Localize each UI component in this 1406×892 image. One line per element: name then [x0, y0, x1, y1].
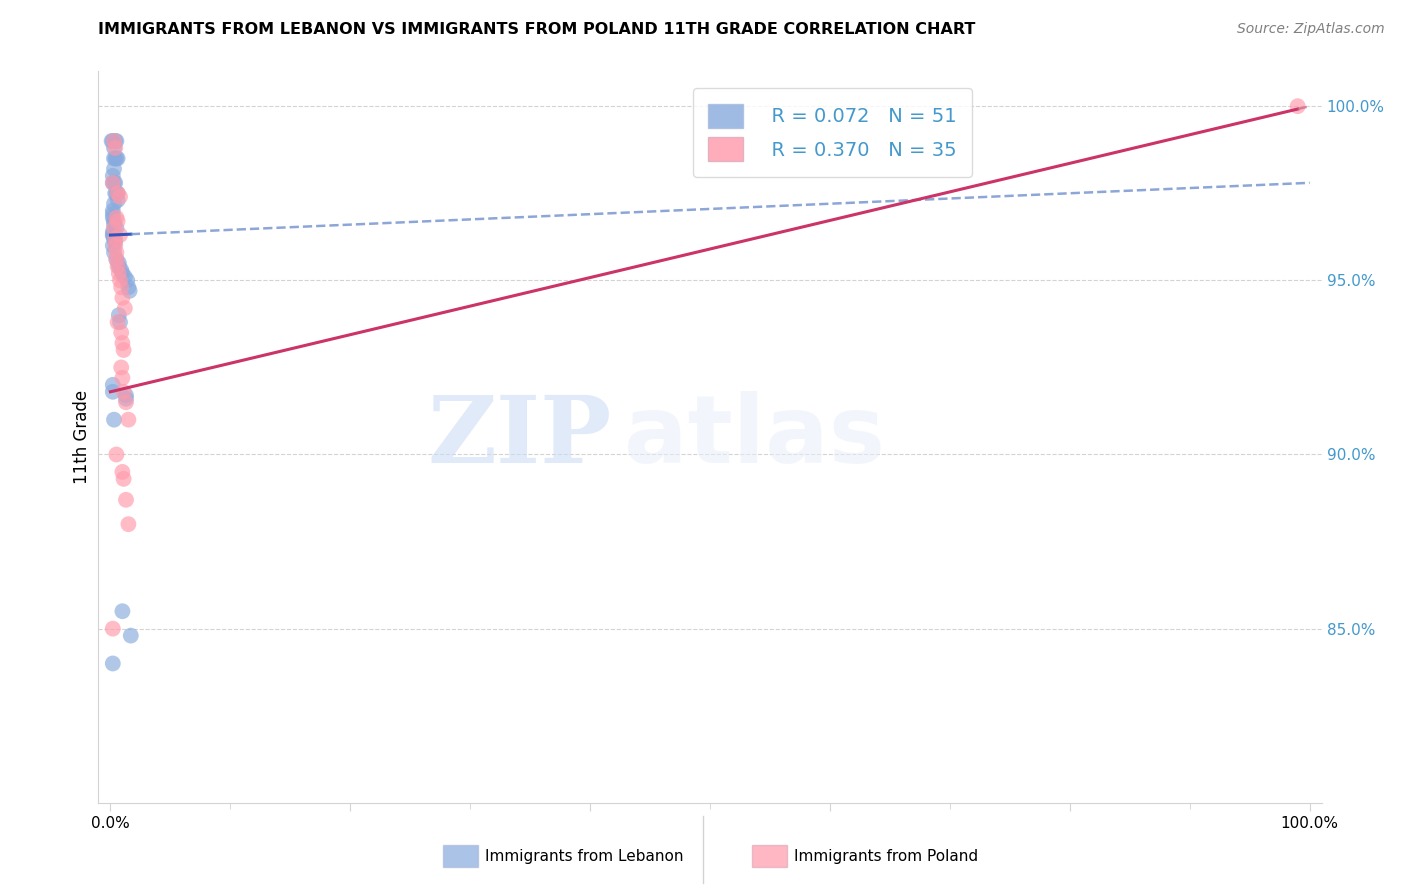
Point	[120, 629, 142, 643]
Point	[112, 343, 135, 357]
Point	[104, 152, 127, 166]
Text: IMMIGRANTS FROM LEBANON VS IMMIGRANTS FROM POLAND 11TH GRADE CORRELATION CHART: IMMIGRANTS FROM LEBANON VS IMMIGRANTS FR…	[98, 22, 976, 37]
Text: Source: ZipAtlas.com: Source: ZipAtlas.com	[1237, 22, 1385, 37]
Point	[103, 196, 125, 211]
Point	[100, 134, 122, 148]
Point	[101, 228, 124, 243]
Point	[103, 161, 125, 176]
Point	[105, 152, 128, 166]
Point	[105, 211, 128, 225]
Point	[103, 214, 125, 228]
Point	[104, 186, 127, 201]
Point	[112, 472, 135, 486]
Point	[101, 377, 124, 392]
Point	[105, 134, 128, 148]
Point	[115, 395, 138, 409]
Point	[115, 392, 138, 406]
Point	[110, 360, 132, 375]
Point	[111, 336, 134, 351]
Point	[101, 622, 124, 636]
Legend:   R = 0.072   N = 51,   R = 0.370   N = 35: R = 0.072 N = 51, R = 0.370 N = 35	[693, 88, 972, 177]
Point	[111, 604, 134, 618]
Point	[117, 517, 139, 532]
Point	[105, 186, 128, 201]
Point	[110, 263, 132, 277]
Point	[107, 152, 129, 166]
Point	[107, 315, 129, 329]
Point	[101, 176, 124, 190]
Point	[105, 252, 128, 267]
Point	[108, 308, 131, 322]
Text: ZIP: ZIP	[427, 392, 612, 482]
Point	[103, 176, 125, 190]
Point	[105, 245, 128, 260]
Point	[105, 221, 128, 235]
Point	[114, 301, 136, 316]
Point	[117, 280, 139, 294]
Point	[108, 273, 131, 287]
Point	[111, 465, 134, 479]
Point	[115, 388, 138, 402]
Point	[107, 193, 129, 207]
Point	[101, 238, 124, 252]
Point	[107, 186, 129, 201]
Point	[115, 492, 138, 507]
Point	[103, 134, 125, 148]
Point	[110, 326, 132, 340]
Text: Immigrants from Poland: Immigrants from Poland	[794, 849, 979, 863]
Point	[114, 269, 136, 284]
Point	[111, 291, 134, 305]
Point	[111, 266, 134, 280]
Text: atlas: atlas	[624, 391, 886, 483]
Point	[103, 152, 125, 166]
Point	[115, 273, 138, 287]
Point	[101, 169, 124, 183]
Point	[107, 186, 129, 201]
Point	[108, 260, 131, 274]
Point	[108, 228, 131, 243]
Point	[105, 448, 128, 462]
Point	[108, 256, 131, 270]
Point	[107, 260, 129, 274]
Point	[103, 221, 125, 235]
Point	[104, 176, 127, 190]
Point	[103, 412, 125, 426]
Point	[108, 315, 131, 329]
Point	[110, 280, 132, 294]
Point	[111, 371, 134, 385]
Point	[104, 238, 127, 252]
Point	[101, 134, 124, 148]
Point	[101, 225, 124, 239]
Y-axis label: 11th Grade: 11th Grade	[73, 390, 91, 484]
Point	[117, 412, 139, 426]
Point	[103, 141, 125, 155]
Point	[105, 252, 128, 267]
Point	[101, 657, 124, 671]
Point	[112, 384, 135, 399]
Point	[118, 284, 141, 298]
Point	[103, 245, 125, 260]
Point	[101, 176, 124, 190]
Point	[101, 228, 124, 243]
Point	[104, 134, 127, 148]
Point	[104, 231, 127, 245]
Point	[101, 384, 124, 399]
Point	[1286, 99, 1309, 113]
Point	[108, 266, 131, 280]
Point	[104, 235, 127, 249]
Point	[108, 190, 131, 204]
Point	[101, 211, 124, 225]
Point	[104, 141, 127, 155]
Point	[103, 218, 125, 232]
Point	[101, 203, 124, 218]
Point	[101, 207, 124, 221]
Point	[107, 214, 129, 228]
Text: Immigrants from Lebanon: Immigrants from Lebanon	[485, 849, 683, 863]
Point	[103, 231, 125, 245]
